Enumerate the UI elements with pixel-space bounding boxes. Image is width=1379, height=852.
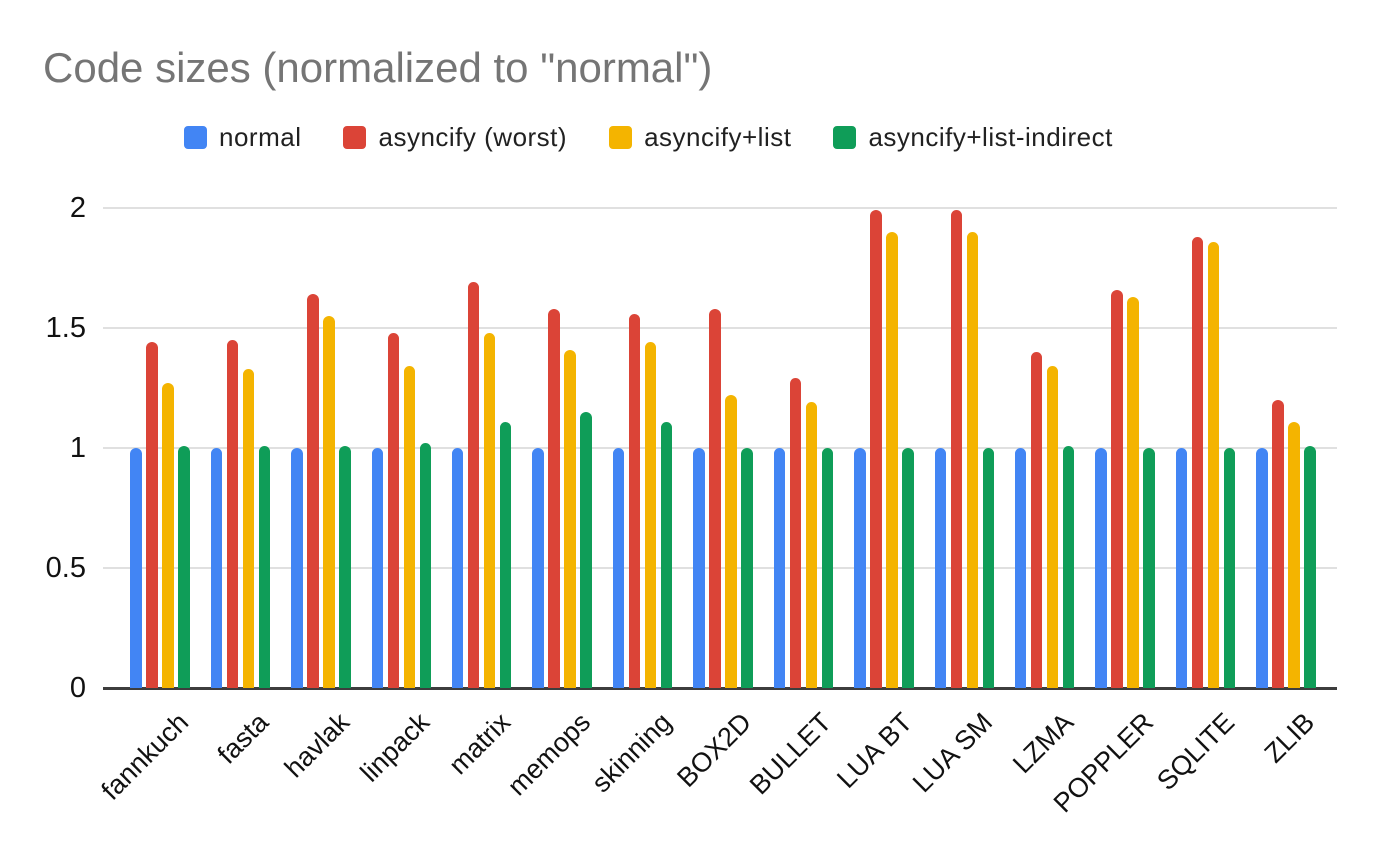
bar [419,443,432,688]
bar [130,448,142,688]
bar [499,421,512,688]
bar [1095,448,1107,688]
bar [854,448,866,688]
bar [1288,421,1300,688]
bar [1207,241,1220,688]
legend-color-swatch-icon [833,126,857,149]
legend-item: asyncify (worst) [343,122,567,153]
bar [886,232,898,688]
bar [162,383,174,688]
y-axis-tick-label: 2 [69,192,86,224]
bar [242,368,255,688]
bar [307,294,319,688]
y-axis-tick-label: 0.5 [45,552,86,584]
bar [902,448,914,688]
bar [226,340,239,688]
bar [1014,448,1027,688]
bar [1127,296,1139,688]
bar [628,313,641,688]
legend-item: normal [184,122,301,153]
legend-label: asyncify (worst) [378,122,568,152]
bar [339,445,351,688]
bar [323,316,335,688]
bar [403,366,416,688]
chart-title: Code sizes (normalized to "normal") [43,44,713,91]
bar [371,448,384,688]
legend-color-swatch-icon [609,126,633,149]
bar [934,448,947,688]
bar [982,448,995,688]
bar [870,210,882,688]
bar [210,448,223,688]
bar [660,421,673,688]
bar [950,210,963,688]
bar [1272,400,1284,688]
bar [821,448,834,688]
bar [387,332,400,688]
bar [532,448,544,688]
bar [693,448,705,688]
bar [1304,445,1316,688]
bar [1191,236,1204,688]
legend-label: asyncify+list [644,122,792,152]
bar [564,349,576,688]
bar [773,448,786,688]
bar [178,445,190,688]
bar [146,342,158,688]
legend-item: asyncify+list [609,122,791,153]
bar [1256,448,1268,688]
legend-label: asyncify+list-indirect [868,122,1113,152]
bar [451,448,464,688]
bar [1046,366,1059,688]
y-axis-tick-label: 0 [69,672,86,704]
bar [1143,448,1155,688]
bar [1062,445,1075,688]
bar [1111,289,1123,688]
legend-color-swatch-icon [343,126,367,149]
legend-color-swatch-icon [184,126,207,149]
bar [709,308,721,688]
y-axis-tick-label: 1.5 [45,312,86,344]
bar [789,378,802,688]
legend: normal asyncify (worst) asyncify+list async… [184,122,1113,153]
bar [741,448,753,688]
bar [580,412,592,688]
bar [612,448,625,688]
bar [725,395,737,688]
bar [644,342,657,688]
bar [291,448,303,688]
bar [483,332,496,688]
bar [966,232,979,688]
bar [805,402,818,688]
gridline [103,207,1337,209]
x-axis-baseline [103,687,1337,690]
legend-label: normal [219,122,302,152]
bar [467,282,480,688]
bar [1030,352,1043,688]
bar [258,445,271,688]
bar [1175,448,1188,688]
bar [548,308,560,688]
y-axis-tick-label: 1 [69,432,86,464]
bar [1223,448,1236,688]
legend-item: asyncify+list-indirect [833,122,1112,153]
